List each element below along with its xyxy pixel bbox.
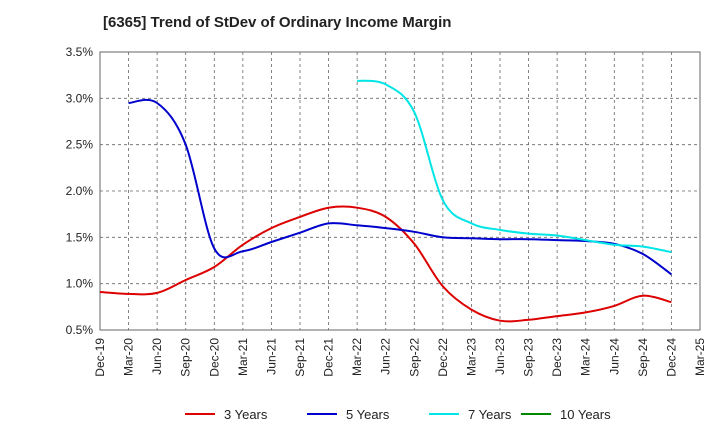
y-tick-label: 3.5%: [66, 45, 94, 59]
x-tick-label: Dec-23: [550, 338, 564, 377]
x-tick-label: Dec-20: [207, 338, 221, 377]
y-tick-label: 3.0%: [66, 91, 94, 105]
x-tick-label: Sep-24: [636, 338, 650, 377]
legend-label: 5 Years: [346, 407, 390, 422]
series-lines: [99, 79, 672, 323]
legend-item-5-years: 5 Years: [307, 407, 390, 422]
x-tick-label: Jun-23: [493, 338, 507, 375]
x-tick-label: Dec-21: [322, 338, 336, 377]
x-tick-label: Jun-21: [264, 338, 278, 375]
legend: 3 Years 5 Years 7 Years 10 Years: [185, 407, 611, 422]
x-axis-ticks: Dec-19 Mar-20 Jun-20 Sep-20 Dec-20 Mar-21 Jun-…: [93, 338, 707, 377]
x-tick-label: Sep-21: [293, 338, 307, 377]
x-tick-label: Mar-22: [350, 338, 364, 376]
x-tick-label: Mar-20: [122, 338, 136, 376]
legend-item-3-years: 3 Years: [185, 407, 268, 422]
series-line-3-years: [99, 205, 672, 323]
series-line-7-years: [356, 79, 672, 254]
x-tick-label: Jun-22: [379, 338, 393, 375]
x-tick-label: Dec-24: [664, 338, 678, 377]
y-tick-label: 2.5%: [66, 138, 94, 152]
x-tick-label: Sep-23: [522, 338, 536, 377]
x-tick-label: Sep-22: [407, 338, 421, 377]
y-tick-label: 0.5%: [66, 323, 94, 337]
x-tick-label: Sep-20: [179, 338, 193, 377]
legend-item-10-years: 10 Years: [521, 407, 611, 422]
x-tick-label: Jun-20: [150, 338, 164, 375]
chart-title: [6365] Trend of StDev of Ordinary Income…: [103, 14, 452, 31]
legend-label: 10 Years: [560, 407, 611, 422]
x-tick-label: Dec-22: [436, 338, 450, 377]
series-line-5-years: [128, 98, 672, 276]
x-tick-label: Dec-19: [93, 338, 107, 377]
legend-item-7-years: 7 Years: [429, 407, 512, 422]
y-tick-label: 1.5%: [66, 230, 94, 244]
y-tick-label: 2.0%: [66, 184, 94, 198]
legend-label: 3 Years: [224, 407, 268, 422]
y-axis-ticks: 0.5% 1.0% 1.5% 2.0% 2.5% 3.0% 3.5%: [66, 45, 94, 337]
x-tick-label: Mar-25: [693, 338, 707, 376]
legend-label: 7 Years: [468, 407, 512, 422]
x-tick-label: Mar-23: [464, 338, 478, 376]
x-tick-label: Jun-24: [607, 338, 621, 375]
plot-border: [99, 51, 701, 331]
x-tick-label: Mar-21: [236, 338, 250, 376]
plot-frame: [99, 51, 701, 331]
x-tick-label: Mar-24: [579, 338, 593, 376]
y-tick-label: 1.0%: [66, 277, 94, 291]
